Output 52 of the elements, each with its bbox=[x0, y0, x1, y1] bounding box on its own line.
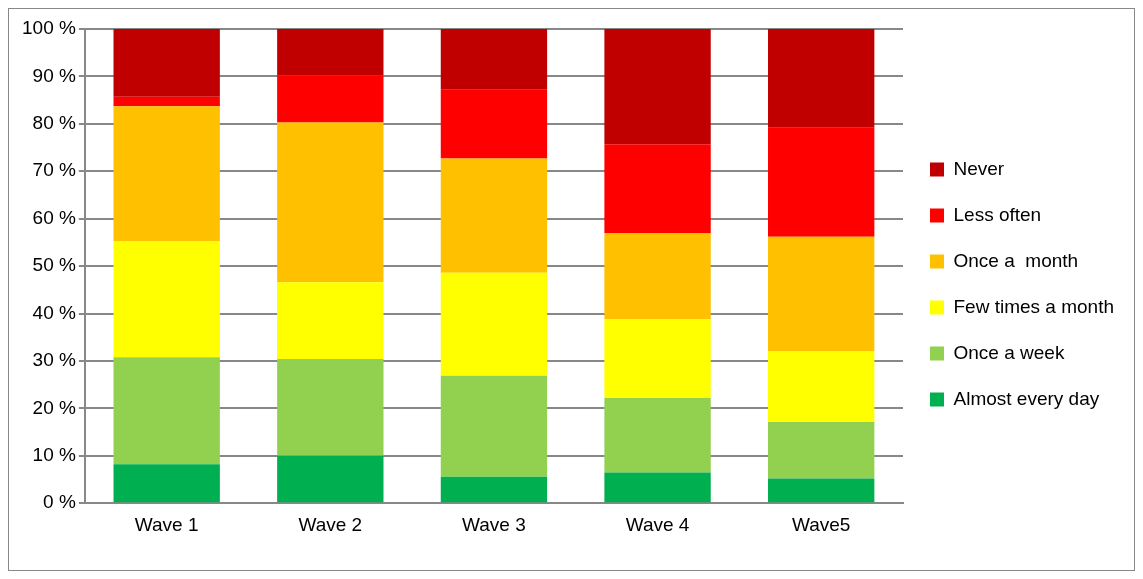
bar bbox=[604, 397, 711, 473]
bar bbox=[113, 96, 220, 107]
bar bbox=[277, 122, 384, 283]
y-tick-label: 80 % bbox=[32, 112, 76, 134]
bar bbox=[604, 232, 711, 320]
y-tick-label: 30 % bbox=[32, 349, 76, 371]
bar bbox=[277, 455, 384, 503]
bar bbox=[277, 359, 384, 456]
bar bbox=[277, 282, 384, 360]
bar bbox=[768, 478, 875, 503]
bar bbox=[113, 106, 220, 241]
y-tick-label: 40 % bbox=[32, 301, 76, 323]
y-tick-label: 70 % bbox=[32, 159, 76, 181]
bar bbox=[113, 240, 220, 358]
bar bbox=[113, 357, 220, 465]
bar bbox=[604, 144, 711, 233]
bar bbox=[768, 29, 875, 128]
bar bbox=[604, 472, 711, 503]
bar bbox=[277, 75, 384, 123]
legend-label: Once a week bbox=[953, 341, 1065, 363]
y-tick-label: 0 % bbox=[43, 491, 76, 513]
bar bbox=[604, 29, 711, 145]
y-tick-label: 90 % bbox=[32, 64, 76, 86]
legend-label: Almost every day bbox=[953, 387, 1100, 409]
legend-label: Never bbox=[953, 157, 1005, 179]
bar bbox=[440, 89, 548, 159]
x-tick-label: Wave 2 bbox=[298, 513, 363, 535]
x-tick-label: Wave 3 bbox=[462, 513, 526, 535]
y-tick-label: 50 % bbox=[32, 254, 76, 276]
y-tick-label: 60 % bbox=[32, 206, 76, 228]
bar bbox=[440, 375, 548, 477]
bar bbox=[113, 29, 220, 97]
bar bbox=[768, 422, 875, 479]
y-tick-label: 20 % bbox=[32, 396, 76, 418]
legend-label: Once a month bbox=[953, 249, 1079, 271]
x-tick-label: Wave 1 bbox=[134, 513, 199, 535]
legend-label: Few times a month bbox=[953, 295, 1114, 317]
bar bbox=[440, 158, 548, 273]
y-tick-label: 10 % bbox=[32, 444, 76, 466]
x-tick-label: Wave5 bbox=[791, 513, 851, 535]
bar bbox=[440, 476, 548, 503]
bar bbox=[768, 350, 875, 423]
bar bbox=[440, 272, 548, 376]
bar bbox=[113, 464, 220, 503]
legend-label: Less often bbox=[953, 203, 1042, 225]
bar bbox=[768, 127, 875, 237]
bar bbox=[440, 29, 548, 90]
bar bbox=[277, 29, 384, 76]
bar bbox=[768, 236, 875, 351]
y-tick-label: 100 % bbox=[22, 17, 76, 39]
bar bbox=[604, 319, 711, 398]
x-tick-label: Wave 4 bbox=[625, 513, 690, 535]
